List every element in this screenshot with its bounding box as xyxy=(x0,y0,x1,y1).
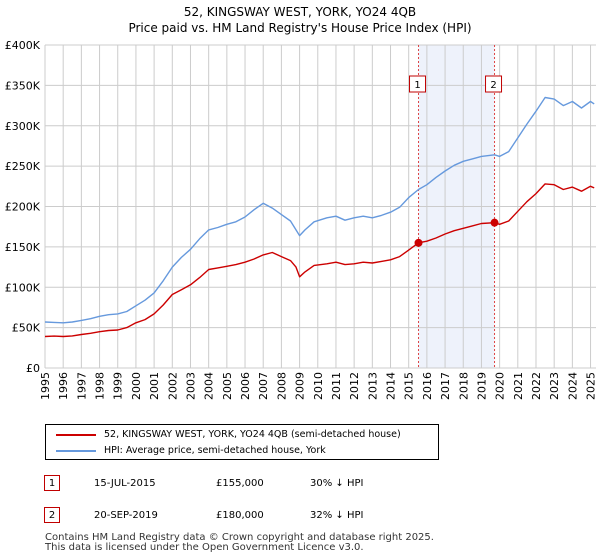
footer-licence: This data is licensed under the Open Gov… xyxy=(45,542,364,553)
x-tick-label: 2013 xyxy=(366,372,379,400)
x-tick-label: 1997 xyxy=(75,372,88,400)
y-tick-label: £150K xyxy=(5,241,41,254)
x-tick-label: 2003 xyxy=(184,372,197,400)
legend-swatch-hpi xyxy=(56,450,96,452)
annotation-label: 1 xyxy=(414,80,420,91)
transaction-price: £155,000 xyxy=(216,478,264,489)
y-tick-label: £0 xyxy=(26,362,40,375)
x-tick-label: 2022 xyxy=(530,372,543,400)
x-tick-label: 2005 xyxy=(221,372,234,400)
x-tick-label: 2007 xyxy=(257,372,270,400)
annotation-label: 2 xyxy=(490,80,496,91)
x-tick-label: 2023 xyxy=(548,372,561,400)
chart-subtitle: Price paid vs. HM Land Registry's House … xyxy=(128,21,472,35)
x-tick-label: 2025 xyxy=(585,372,598,400)
y-tick-label: £100K xyxy=(5,281,41,294)
transaction-date: 15-JUL-2015 xyxy=(94,478,156,489)
x-tick-label: 2021 xyxy=(512,372,525,400)
sale-point xyxy=(414,238,423,247)
legend-label-hpi: HPI: Average price, semi-detached house,… xyxy=(104,445,326,456)
x-tick-label: 2000 xyxy=(130,372,143,400)
hpi-line xyxy=(44,96,595,324)
transaction-badge: 1 xyxy=(44,475,60,491)
annotation-box xyxy=(485,75,503,93)
transaction-date: 20-SEP-2019 xyxy=(94,510,158,521)
x-tick-label: 1998 xyxy=(94,372,107,400)
y-tick-label: £350K xyxy=(5,79,41,92)
x-tick-label: 1999 xyxy=(112,372,125,400)
footer-copyright: Contains HM Land Registry data © Crown c… xyxy=(45,532,434,543)
y-tick-label: £300K xyxy=(5,120,41,133)
x-tick-label: 2011 xyxy=(330,372,343,400)
price-chart: £0 £50K £100K £150K £200K £250K £300K £350K £400… xyxy=(5,39,598,400)
x-tick-label: 2017 xyxy=(439,372,452,400)
x-tick-label: 2010 xyxy=(312,372,325,400)
x-tick-label: 2012 xyxy=(348,372,361,400)
chart-title: 52, KINGSWAY WEST, YORK, YO24 4QB xyxy=(183,5,417,19)
property-price-line xyxy=(44,183,595,338)
y-tick-label: £200K xyxy=(5,201,41,214)
transaction-hpi-diff: 32% ↓ HPI xyxy=(310,510,364,521)
x-tick-label: 2019 xyxy=(475,372,488,400)
legend: 52, KINGSWAY WEST, YORK, YO24 4QB (semi-… xyxy=(45,424,439,460)
x-tick-label: 2015 xyxy=(403,372,416,400)
x-tick-label: 2024 xyxy=(566,372,579,400)
y-tick-label: £250K xyxy=(5,160,41,173)
x-tick-label: 2014 xyxy=(385,372,398,400)
x-tick-label: 2004 xyxy=(203,372,216,400)
x-tick-label: 2002 xyxy=(166,372,179,400)
x-tick-label: 1996 xyxy=(57,372,70,400)
sale-point xyxy=(490,218,499,227)
x-tick-label: 1995 xyxy=(39,372,52,400)
x-tick-label: 2018 xyxy=(457,372,470,400)
x-tick-label: 2009 xyxy=(294,372,307,400)
y-tick-label: £400K xyxy=(5,39,41,52)
x-tick-label: 2008 xyxy=(275,372,288,400)
x-tick-label: 2006 xyxy=(239,372,252,400)
transaction-price: £180,000 xyxy=(216,510,264,521)
x-tick-label: 2016 xyxy=(421,372,434,400)
transaction-badge: 2 xyxy=(44,507,60,523)
legend-label-property: 52, KINGSWAY WEST, YORK, YO24 4QB (semi-… xyxy=(104,429,401,440)
transaction-hpi-diff: 30% ↓ HPI xyxy=(310,478,364,489)
x-tick-label: 2001 xyxy=(148,372,161,400)
x-tick-label: 2020 xyxy=(494,372,507,400)
annotation-box xyxy=(409,75,427,93)
legend-swatch-property xyxy=(56,434,96,436)
y-tick-label: £50K xyxy=(12,322,41,335)
